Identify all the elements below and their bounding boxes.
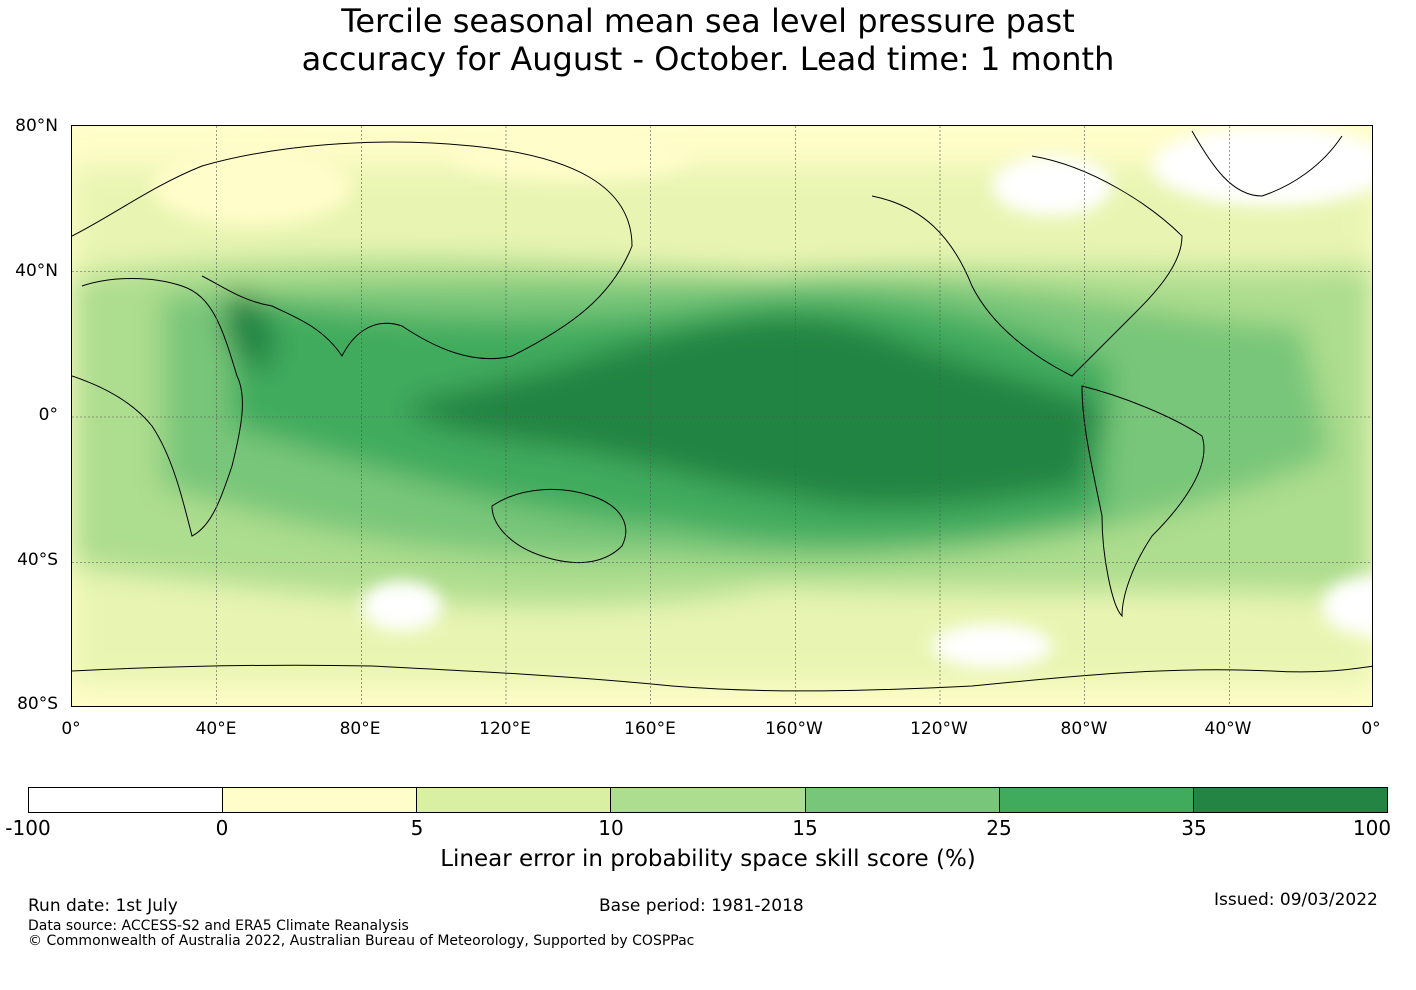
base-period: Base period: 1981-2018 — [599, 896, 804, 916]
lat-label-40n: 40°N — [15, 261, 58, 281]
lon-label-120e: 120°E — [479, 719, 531, 739]
skill-score-map — [71, 125, 1373, 707]
colorbar-tick: 15 — [792, 816, 818, 840]
eurasia-coast — [72, 141, 633, 360]
map-title: Tercile seasonal mean sea level pressure… — [0, 2, 1416, 78]
lon-label-160e: 160°E — [624, 719, 676, 739]
copyright: © Commonwealth of Australia 2022, Austra… — [28, 933, 695, 949]
coastlines — [72, 130, 1372, 692]
data-source: Data source: ACCESS-S2 and ERA5 Climate … — [28, 918, 409, 934]
antarctica-coast — [72, 664, 1372, 692]
run-date: Run date: 1st July — [28, 896, 178, 916]
lon-label-40e: 40°E — [195, 719, 237, 739]
lon-label-80w: 80°W — [1060, 719, 1108, 739]
colorbar-segment — [611, 788, 806, 812]
colorbar-segment — [805, 788, 1000, 812]
title-line-2: accuracy for August - October. Lead time… — [301, 40, 1115, 78]
colorbar-tick: 35 — [1181, 816, 1207, 840]
lon-label-160w: 160°W — [765, 719, 823, 739]
colorbar-tick: 10 — [598, 816, 624, 840]
issued-date: Issued: 09/03/2022 — [1214, 890, 1378, 910]
lat-label-0: 0° — [38, 405, 58, 425]
colorbar-tick: 25 — [986, 816, 1012, 840]
lon-label-0-right: 0° — [1361, 719, 1381, 739]
colorbar-label: Linear error in probability space skill … — [440, 846, 976, 872]
south-america-coast — [1081, 385, 1205, 618]
colorbar-segment — [417, 788, 612, 812]
colorbar-tick: 100 — [1352, 816, 1392, 840]
colorbar-segment — [1193, 788, 1387, 812]
colorbar-tick: -100 — [5, 816, 51, 840]
colorbar-segment — [999, 788, 1194, 812]
graticule — [72, 126, 1372, 706]
africa-coast — [72, 278, 243, 537]
australia-coast — [491, 489, 627, 564]
lat-label-80s: 80°S — [17, 694, 58, 714]
map-canvas — [72, 126, 1372, 706]
north-america-coast — [871, 155, 1183, 377]
lon-label-40w: 40°W — [1204, 719, 1252, 739]
colorbar — [28, 787, 1388, 813]
colorbar-tick: 0 — [215, 816, 229, 840]
colorbar-segment — [223, 788, 418, 812]
lon-label-80e: 80°E — [339, 719, 381, 739]
colorbar-segment — [29, 788, 224, 812]
lon-label-120w: 120°W — [910, 719, 968, 739]
colorbar-tick: 5 — [410, 816, 424, 840]
skill-field — [72, 166, 1372, 686]
lat-label-80n: 80°N — [15, 116, 58, 136]
lat-label-40s: 40°S — [17, 550, 58, 570]
greenland-coast — [1191, 130, 1343, 197]
lon-label-0-left: 0° — [61, 719, 81, 739]
title-line-1: Tercile seasonal mean sea level pressure… — [341, 2, 1075, 40]
